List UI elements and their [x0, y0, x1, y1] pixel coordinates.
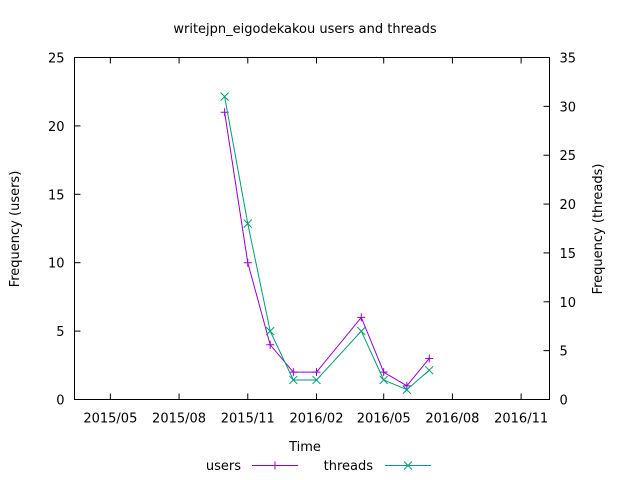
x-tick-label: 2016/05: [357, 412, 411, 427]
data-point-threads: [379, 375, 389, 385]
x-tick-label: 2016/08: [425, 412, 479, 427]
data-point-threads: [243, 219, 253, 228]
series-users: [220, 108, 434, 390]
x-tick-label: 2016/11: [494, 412, 548, 427]
legend: users threads: [206, 459, 431, 474]
x-tick-label: 2015/05: [83, 412, 137, 427]
x-tick-label: 2015/11: [221, 412, 275, 427]
plot-area-border: [74, 57, 550, 400]
chart-title: writejpn_eigodekakou users and threads: [173, 22, 436, 37]
data-point-threads: [220, 92, 229, 101]
y-left-tick-label: 10: [48, 257, 65, 272]
x-axis-label: Time: [288, 440, 321, 455]
y-axis-left-label: Frequency (users): [8, 171, 23, 288]
y-left-tick-label: 5: [56, 325, 64, 340]
y-right-tick-label: 30: [560, 100, 577, 115]
legend-marker-users: [271, 461, 279, 470]
series-line-threads: [224, 96, 430, 391]
data-point-users: [266, 340, 275, 349]
legend-label-users: users: [206, 459, 241, 474]
data-point-users: [289, 368, 298, 377]
y-right-tick-label: 5: [560, 345, 568, 360]
data-point-users: [312, 368, 321, 377]
data-point-threads: [265, 326, 275, 336]
y-axis-right-label: Frequency (threads): [591, 164, 606, 295]
legend-label-threads: threads: [324, 459, 374, 474]
data-point-users: [425, 354, 434, 363]
data-point-users: [402, 381, 411, 390]
legend-sample-users: [252, 461, 298, 470]
x-axis: 2015/05 2015/08 2015/11 2016/02 2016/05 2016/…: [83, 57, 548, 427]
y-left-tick-label: 20: [48, 120, 65, 135]
data-point-threads: [356, 326, 366, 336]
y-right-tick-label: 15: [560, 247, 577, 262]
data-point-users: [379, 368, 388, 377]
x-tick-label: 2015/08: [152, 412, 206, 427]
y-right-tick-label: 0: [560, 394, 568, 409]
series-line-users: [224, 112, 430, 387]
data-point-threads: [288, 375, 298, 385]
legend-marker-threads: [403, 461, 413, 470]
data-point-users: [243, 258, 252, 267]
data-point-threads: [402, 385, 412, 395]
y-left-tick-label: 15: [48, 188, 65, 203]
x-tick-label: 2016/02: [289, 412, 343, 427]
series-layer: [220, 92, 434, 395]
data-point-threads: [312, 375, 321, 385]
y-left-tick-label: 0: [56, 394, 64, 409]
left-axis: 0 5 10 15 20 25: [48, 52, 81, 409]
y-left-tick-label: 25: [48, 52, 65, 67]
data-point-threads: [424, 365, 434, 375]
series-threads: [220, 92, 434, 395]
legend-sample-threads: [385, 461, 431, 470]
y-right-tick-label: 35: [560, 52, 577, 67]
y-right-tick-label: 10: [560, 296, 577, 311]
y-right-tick-label: 25: [560, 149, 577, 164]
right-axis: 0 5 10 15 20 25 30 35: [543, 52, 577, 409]
y-right-tick-label: 20: [560, 198, 577, 213]
data-point-users: [357, 313, 366, 322]
